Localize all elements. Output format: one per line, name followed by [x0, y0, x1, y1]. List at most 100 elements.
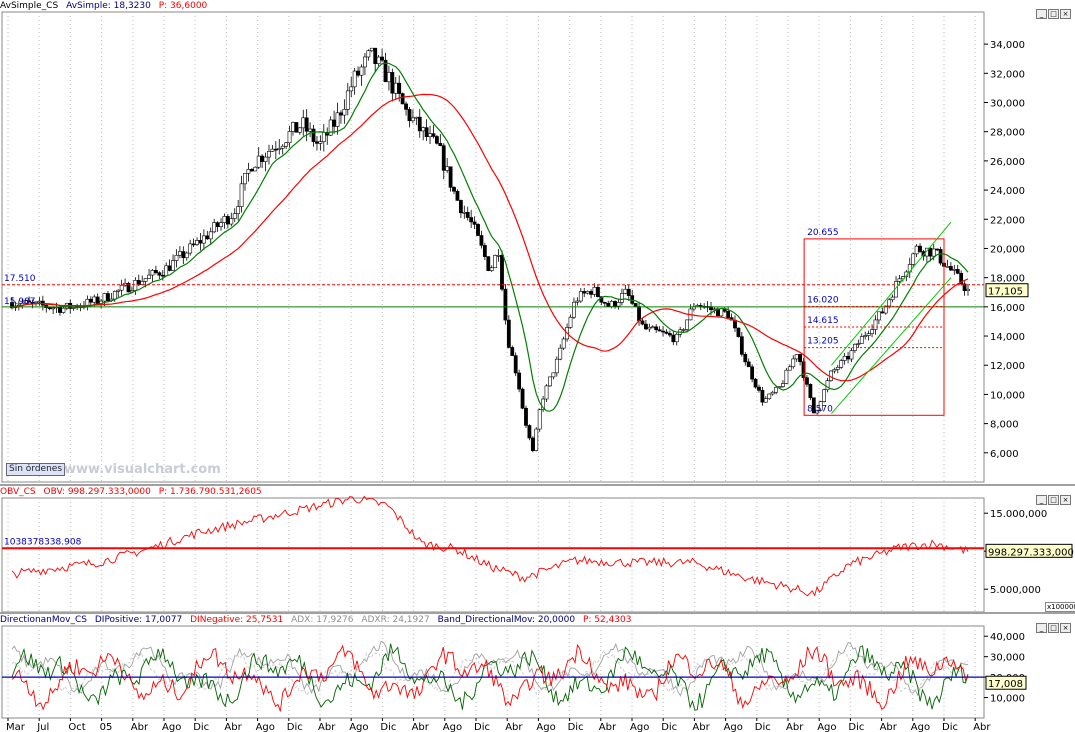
- candle-body: [472, 221, 477, 225]
- y-tick-label: 6,000: [990, 449, 1019, 460]
- sin-ordenes-button[interactable]: Sin órdenes: [6, 463, 66, 476]
- candle-body: [585, 291, 590, 294]
- candle-body: [438, 143, 443, 147]
- price-pane-header: AvSimple_CS AvSimple: 18,3230 P: 36,6000: [0, 0, 1075, 12]
- indicator-period: P: 52,4303: [582, 615, 632, 625]
- channel-lower-line: [831, 277, 952, 414]
- candle-body: [794, 354, 799, 360]
- candle-body: [530, 437, 535, 451]
- candle-body: [955, 269, 960, 274]
- plot-frame: [1, 497, 985, 612]
- candle-body: [318, 141, 323, 144]
- candle-body: [321, 132, 326, 142]
- x-tick-label: Ago: [443, 722, 462, 732]
- candle-body: [616, 302, 621, 307]
- candle-body: [568, 316, 573, 328]
- candle-body: [626, 288, 631, 296]
- candle-body: [753, 378, 758, 388]
- candle-body: [602, 301, 607, 304]
- candle-body: [524, 407, 528, 426]
- y-tick-label: 24,000: [990, 186, 1025, 197]
- obv-chart[interactable]: 5.000,00010.000,00015.000,0001038378338.…: [0, 486, 1075, 612]
- candle-body: [222, 216, 227, 223]
- candle-body: [664, 331, 669, 334]
- candle-body: [195, 240, 199, 245]
- candle-body: [232, 213, 237, 219]
- candle-body: [236, 206, 241, 214]
- candle-body: [359, 66, 364, 76]
- candle-body: [640, 320, 645, 325]
- candle-body: [143, 278, 148, 282]
- candle-body: [434, 136, 439, 144]
- minimize-icon[interactable]: _: [1036, 623, 1047, 633]
- candle-body: [390, 72, 395, 94]
- pane-divider[interactable]: [0, 612, 1075, 614]
- x-tick-label: Dic: [942, 722, 958, 732]
- scale-note: x100000: [1045, 602, 1075, 612]
- candle-body: [787, 366, 792, 371]
- candle-body: [880, 311, 885, 314]
- fib-level-label: 8.570: [807, 404, 833, 414]
- candle-body: [931, 248, 936, 257]
- close-icon[interactable]: ×: [1060, 9, 1071, 19]
- fib-level-label: 13.205: [807, 337, 839, 347]
- candle-body: [945, 266, 950, 268]
- candle-body: [726, 311, 731, 318]
- dipositive-line: [11, 643, 969, 711]
- candle-body: [712, 308, 717, 311]
- y-tick-label: 18,000: [990, 274, 1025, 285]
- pane-divider[interactable]: [0, 484, 1075, 486]
- last-value-label: 998.297.333,000: [988, 547, 1074, 558]
- candle-body: [184, 252, 189, 259]
- x-tick-label: Abr: [505, 722, 523, 732]
- x-tick-label: Abr: [973, 722, 991, 732]
- obv-pane[interactable]: OBV_CS OBV: 998.297.333,0000 P: 1.736.79…: [0, 486, 1075, 612]
- price-pane[interactable]: AvSimple_CS AvSimple: 18,3230 P: 36,6000…: [0, 0, 1075, 484]
- candle-body: [623, 288, 628, 294]
- candle-body: [27, 300, 32, 303]
- minimize-icon[interactable]: _: [1036, 495, 1047, 505]
- indicator-name: OBV_CS: [0, 487, 36, 497]
- candle-body: [537, 409, 542, 430]
- candle-body: [455, 190, 460, 201]
- candle-body: [685, 319, 689, 330]
- candle-body: [225, 216, 230, 225]
- candle-body: [311, 128, 316, 142]
- candle-body: [681, 329, 686, 331]
- restore-icon[interactable]: □: [1048, 623, 1059, 633]
- adx-line: [11, 640, 969, 697]
- candle-body: [671, 334, 676, 343]
- candle-body: [644, 323, 648, 330]
- obv-reference-label: 1038378338.908: [4, 537, 82, 547]
- candle-body: [897, 278, 902, 282]
- last-price-box: [985, 283, 1029, 298]
- x-tick-label: Ago: [630, 722, 649, 732]
- candle-body: [154, 270, 158, 273]
- candle-body: [280, 145, 285, 149]
- candle-body: [352, 70, 357, 88]
- dmi-pane[interactable]: DirectionanMov_CS DIPositive: 17,0077 DI…: [0, 614, 1075, 732]
- y-tick-label: 12,000: [990, 361, 1025, 372]
- candle-body: [140, 281, 145, 285]
- x-tick-label: Abr: [692, 722, 710, 732]
- close-icon[interactable]: ×: [1060, 623, 1071, 633]
- restore-icon[interactable]: □: [1048, 495, 1059, 505]
- obv-line: [11, 495, 969, 597]
- close-icon[interactable]: ×: [1060, 495, 1071, 505]
- candle-body: [647, 326, 652, 330]
- x-tick-label: Ago: [162, 722, 181, 732]
- candle-body: [558, 347, 563, 360]
- obv-pane-window-buttons: _ □ ×: [1035, 487, 1071, 506]
- restore-icon[interactable]: □: [1048, 9, 1059, 19]
- minimize-icon[interactable]: _: [1036, 9, 1047, 19]
- candle-body: [116, 289, 121, 292]
- candle-body: [181, 251, 186, 259]
- left-price-label: 17.510: [4, 274, 36, 284]
- candle-body: [407, 109, 412, 122]
- dmi-chart[interactable]: 10,00020,00030,00040,00017,008MarJulOct0…: [0, 614, 1075, 732]
- price-chart[interactable]: 6,000 8,000 10,000 12,000 14,000 16,000 18,000…: [0, 0, 1075, 484]
- candle-body: [914, 245, 919, 255]
- candle-body: [825, 380, 830, 390]
- candle-body: [448, 166, 453, 188]
- x-tick-label: 05: [100, 722, 113, 732]
